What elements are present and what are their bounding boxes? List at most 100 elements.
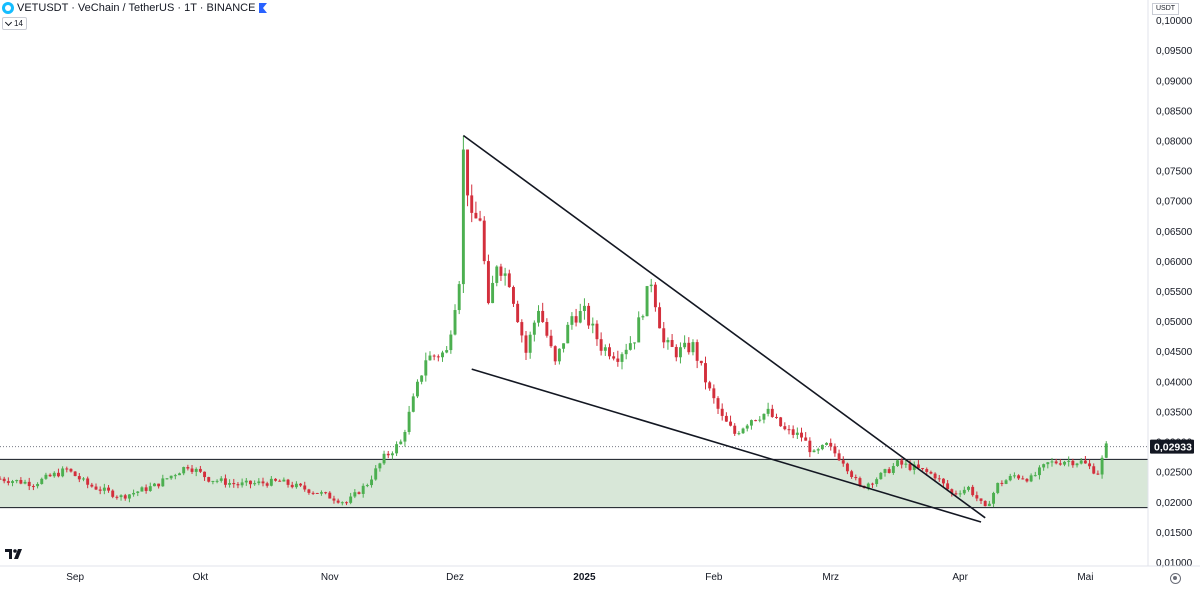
candle-body (215, 480, 219, 482)
candle-body (340, 502, 344, 504)
candle-body (1042, 464, 1046, 468)
candle-body (845, 463, 849, 472)
candle-body (303, 485, 307, 490)
candle-body (357, 492, 361, 494)
candle-body (491, 282, 495, 304)
candle-body (290, 484, 294, 488)
candle-body (741, 428, 745, 434)
exchange-flag-icon (259, 3, 268, 13)
candle-body (954, 493, 958, 495)
candle-body (482, 220, 486, 262)
candle-body (950, 489, 954, 494)
indicator-toggle[interactable]: 14 (2, 17, 27, 30)
candle-body (244, 480, 248, 483)
candle-body (478, 218, 482, 221)
candle-body (883, 469, 887, 473)
candle-body (1046, 462, 1050, 465)
candle-body (1033, 475, 1037, 477)
candle-body (27, 481, 31, 487)
candle-body (278, 480, 282, 482)
candle-body (733, 425, 737, 434)
candle-body (992, 492, 996, 504)
symbol-header[interactable]: VETUSDT · VeChain / TetherUS · 1T · BINA… (2, 2, 268, 14)
candle-body (165, 478, 169, 480)
candle-body (820, 444, 824, 450)
candle-body (6, 481, 10, 483)
time-tick-label: Apr (952, 572, 968, 583)
currency-selector[interactable]: USDT (1152, 3, 1180, 15)
candle-body (699, 360, 703, 364)
candle-body (178, 473, 181, 476)
time-tick-label: Feb (705, 572, 723, 583)
candle-body (850, 471, 854, 478)
candle-body (958, 493, 962, 495)
candle-body (871, 483, 874, 485)
candle-body (140, 487, 144, 492)
candle-body (102, 487, 106, 491)
candle-body (879, 472, 883, 480)
candle-body (345, 502, 348, 504)
candle-body (962, 489, 966, 494)
candle-body (11, 481, 14, 483)
candle-body (445, 350, 449, 353)
candle-body (386, 453, 390, 456)
candle-body (19, 479, 23, 484)
candle-body (236, 484, 240, 486)
candle-body (1000, 482, 1004, 484)
candle-body (415, 381, 419, 397)
candle-body (299, 483, 303, 486)
candle-body (48, 474, 52, 477)
candle-body (574, 316, 578, 323)
candle-body (678, 347, 682, 358)
candle-body (127, 494, 131, 499)
candle-body (31, 486, 35, 488)
candle-body (516, 303, 520, 323)
candle-body (921, 468, 925, 470)
candle-body (624, 349, 628, 355)
candle-body (541, 310, 545, 322)
indicator-value: 14 (14, 19, 23, 28)
candle-body (829, 442, 833, 447)
candle-body (1021, 478, 1025, 480)
candle-body (94, 486, 98, 490)
candle-body (1004, 480, 1008, 484)
candle-body (666, 340, 670, 343)
candle-body (328, 492, 332, 499)
candle-body (866, 483, 870, 488)
candle-body (633, 342, 636, 344)
candle-body (86, 478, 90, 485)
candle-body (1063, 461, 1066, 465)
candle-body (545, 321, 549, 336)
time-tick-label: Mrz (822, 572, 839, 583)
candle-body (311, 492, 315, 494)
price-tick-label: 0,02000 (1156, 498, 1193, 509)
candle-body (157, 483, 161, 487)
candle-body (115, 496, 119, 498)
candle-body (1079, 460, 1083, 464)
candle-body (608, 347, 611, 357)
candle-body (1025, 478, 1029, 482)
candle-body (144, 487, 148, 491)
candle-body (637, 317, 641, 343)
candle-body (374, 468, 378, 480)
candle-body (61, 468, 65, 477)
candle-body (912, 464, 916, 470)
candle-body (804, 437, 808, 441)
candle-body (979, 498, 983, 501)
candle-body (620, 354, 624, 362)
settings-icon[interactable] (1170, 573, 1181, 584)
candle-body (1058, 463, 1062, 465)
candle-body (98, 489, 102, 491)
candle-body (365, 485, 369, 487)
candle-body (916, 464, 920, 469)
candle-body (787, 429, 791, 431)
candle-body (232, 483, 236, 485)
candle-body (645, 286, 649, 317)
candle-body (23, 481, 27, 484)
candle-body (770, 408, 774, 417)
candle-body (1050, 461, 1054, 463)
candle-body (449, 334, 453, 351)
candle-body (1100, 457, 1104, 475)
